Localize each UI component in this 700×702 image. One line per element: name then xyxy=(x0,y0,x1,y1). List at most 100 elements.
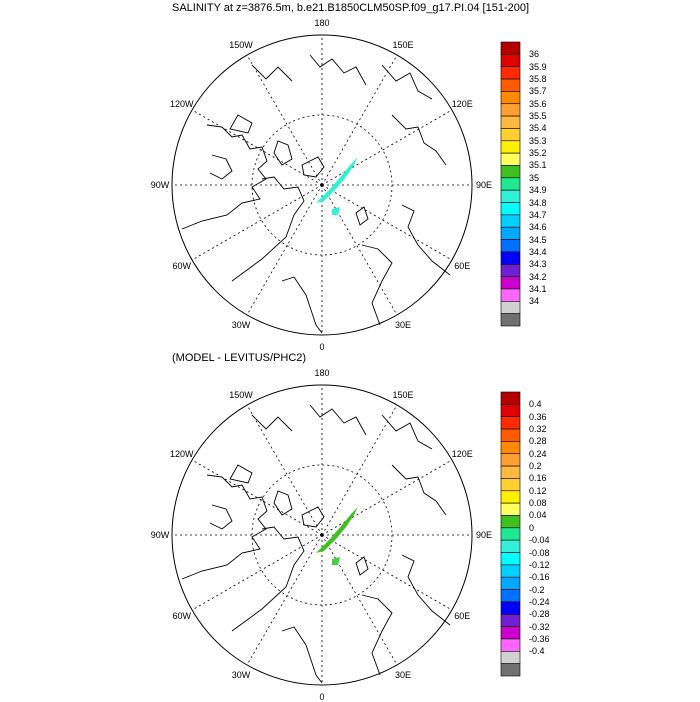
longitude-label: 90E xyxy=(475,180,493,190)
meridian-line xyxy=(321,459,453,536)
meridian-line xyxy=(246,534,323,666)
coastline xyxy=(309,54,367,86)
panel-1-title: SALINITY at z=3876.5m, b.e21.B1850CLM50S… xyxy=(172,2,530,14)
colorbar-label: -0.2 xyxy=(529,584,545,595)
colorbar-swatch xyxy=(500,465,521,479)
colorbar-swatch xyxy=(500,103,521,117)
map-boundary xyxy=(171,384,473,686)
coastline xyxy=(301,506,325,528)
colorbar-swatch xyxy=(500,552,521,566)
coastline xyxy=(229,464,253,484)
colorbar-swatch xyxy=(500,453,521,467)
colorbar-swatch xyxy=(500,214,521,228)
coastline xyxy=(381,64,433,100)
longitude-label: 90E xyxy=(475,530,493,540)
colorbar-swatch xyxy=(500,651,521,664)
colorbar-swatch xyxy=(500,301,521,314)
colorbar-label: 35.7 xyxy=(529,86,547,97)
colorbar-swatch xyxy=(500,313,521,327)
map-boundary xyxy=(171,34,473,336)
colorbar-label: 34.6 xyxy=(529,222,547,233)
colorbar-label: 35.9 xyxy=(529,61,547,72)
longitude-label: 30W xyxy=(231,670,251,681)
colorbar-label: -0.12 xyxy=(529,559,550,570)
colorbar-swatch xyxy=(500,626,521,640)
meridian-line xyxy=(321,184,453,261)
coastline xyxy=(401,554,451,626)
colorbar-swatch xyxy=(500,539,521,553)
longitude-label: 60W xyxy=(172,261,191,271)
coastline xyxy=(361,594,393,676)
coastline xyxy=(361,244,393,326)
longitude-label: 0 xyxy=(319,342,325,352)
colorbar-swatch xyxy=(500,152,521,166)
longitude-label: 60E xyxy=(454,611,471,621)
colorbar-swatch xyxy=(500,263,521,277)
colorbar-swatch xyxy=(500,601,521,615)
colorbar-label: 0.24 xyxy=(529,448,547,459)
colorbar-swatch xyxy=(500,478,521,492)
meridian-line xyxy=(321,54,398,186)
colorbar-label: 35.3 xyxy=(529,135,547,146)
colorbar-swatch xyxy=(500,613,521,627)
colorbar-swatch xyxy=(500,251,521,265)
colorbar-swatch xyxy=(500,589,521,603)
longitude-label: 150W xyxy=(229,39,253,50)
colorbar-swatch xyxy=(500,441,521,455)
colorbar-label: 0.4 xyxy=(529,399,542,410)
meridian-line xyxy=(191,534,323,611)
longitude-label: 30E xyxy=(394,320,412,331)
coastline xyxy=(273,490,293,516)
coastline xyxy=(391,114,447,166)
coastline xyxy=(181,474,268,580)
colorbar-swatch xyxy=(500,165,521,179)
colorbar-swatch xyxy=(500,391,521,405)
colorbar-label: 0.36 xyxy=(529,411,547,422)
colorbar-swatch xyxy=(500,66,521,80)
longitude-label: 90W xyxy=(150,180,170,190)
colorbar-swatch xyxy=(500,189,521,203)
colorbar-label: -0.24 xyxy=(529,596,550,607)
longitude-label: 30E xyxy=(394,670,412,681)
colorbar-label: 0.08 xyxy=(529,498,547,509)
coastline xyxy=(273,140,293,166)
colorbar-label: -0.28 xyxy=(529,609,550,620)
coastline xyxy=(381,414,433,450)
colorbar-label: 34.3 xyxy=(529,259,547,270)
coastline xyxy=(229,114,253,134)
coastline xyxy=(181,124,268,230)
colorbar-swatch xyxy=(500,226,521,240)
colorbar-label: -0.04 xyxy=(529,535,550,546)
longitude-label: 120W xyxy=(169,449,194,459)
colorbar-label: -0.16 xyxy=(529,572,550,583)
colorbar-swatch xyxy=(500,78,521,92)
colorbar-swatch xyxy=(500,502,521,516)
colorbar-label: 34.2 xyxy=(529,271,547,282)
colorbar-label: 34.5 xyxy=(529,234,547,245)
coastline xyxy=(281,626,323,684)
longitude-label: 150E xyxy=(392,389,414,400)
colorbar-swatch xyxy=(500,202,521,216)
polar-map-2 xyxy=(171,384,473,686)
coastline xyxy=(281,276,323,334)
colorbar-label: 34 xyxy=(529,296,540,307)
colorbar-swatch xyxy=(500,128,521,142)
longitude-label: 180 xyxy=(314,18,330,28)
colorbar-swatch xyxy=(500,41,521,55)
colorbar-swatch xyxy=(500,564,521,578)
meridian-line xyxy=(321,109,453,186)
coastline xyxy=(355,206,369,226)
colorbar-label: 0.16 xyxy=(529,473,547,484)
meridian-line xyxy=(246,404,323,536)
salinity-patch-small xyxy=(332,557,340,565)
colorbar-label: 35.6 xyxy=(529,98,547,109)
salinity-patch-small xyxy=(332,207,340,215)
colorbar-swatch xyxy=(500,416,521,430)
meridian-line xyxy=(321,184,398,316)
colorbar-label: -0.08 xyxy=(529,547,550,558)
colorbar-label: -0.4 xyxy=(529,646,545,657)
colorbar-swatch xyxy=(500,115,521,129)
colorbar-label: 35.8 xyxy=(529,74,547,85)
colorbar-swatch xyxy=(500,515,521,529)
